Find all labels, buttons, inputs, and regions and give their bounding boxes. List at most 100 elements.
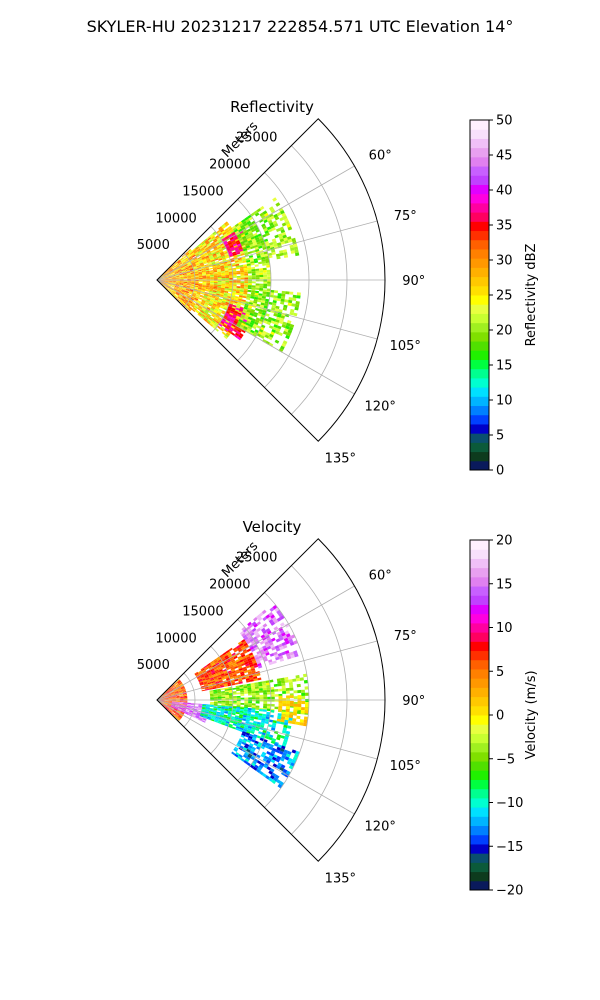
field-cell <box>220 655 225 660</box>
field-cell <box>170 272 175 275</box>
field-cell <box>243 326 248 330</box>
field-cell <box>252 697 256 700</box>
field-cell <box>225 282 230 284</box>
field-cell <box>280 229 286 234</box>
field-cell <box>169 288 173 291</box>
field-cell <box>204 311 208 315</box>
field-cell <box>216 656 221 660</box>
field-cell <box>167 693 171 695</box>
field-cell <box>235 711 240 715</box>
field-cell <box>183 694 187 696</box>
field-cell <box>301 707 305 711</box>
field-cell <box>229 665 234 669</box>
field-cell <box>234 716 239 720</box>
field-cell <box>234 665 239 669</box>
field-cell <box>160 701 165 703</box>
field-cell <box>247 669 252 673</box>
field-cell <box>223 233 228 237</box>
field-cell <box>276 256 281 260</box>
field-cell <box>262 730 267 734</box>
field-cell <box>251 281 256 284</box>
field-cell <box>233 697 237 700</box>
field-cell <box>221 273 226 276</box>
field-cell <box>250 320 255 324</box>
field-cell <box>266 692 271 695</box>
field-cell <box>187 282 192 283</box>
field-cell <box>242 714 247 718</box>
field-cell <box>259 270 264 273</box>
field-cell <box>201 290 206 292</box>
field-cell <box>258 665 263 669</box>
field-cell <box>219 314 224 318</box>
field-cell <box>259 688 263 691</box>
field-cell <box>257 744 262 748</box>
field-cell <box>255 229 260 233</box>
field-cell <box>170 692 175 695</box>
field-cell <box>255 239 261 243</box>
field-cell <box>168 277 172 279</box>
field-cell <box>176 280 180 281</box>
field-cell <box>296 683 301 688</box>
field-cell <box>167 704 172 706</box>
field-cell <box>253 662 258 666</box>
field-cell <box>183 696 188 698</box>
field-cell <box>232 708 237 711</box>
field-cell <box>236 305 241 309</box>
field-cell <box>216 304 221 308</box>
field-cell <box>225 696 230 699</box>
field-cell <box>202 297 207 301</box>
field-cell <box>164 695 168 698</box>
field-cell <box>281 222 287 227</box>
field-cell <box>239 248 244 252</box>
field-cell <box>284 756 290 761</box>
field-cell <box>215 242 220 246</box>
field-cell <box>280 677 285 681</box>
colorbar-segment <box>470 834 489 845</box>
field-cell <box>225 310 230 314</box>
field-cell <box>253 244 259 248</box>
field-cell <box>208 265 213 268</box>
field-cell <box>292 297 297 301</box>
field-cell <box>212 685 217 688</box>
field-cell <box>160 281 164 284</box>
colorbar-segment <box>470 595 489 605</box>
field-cell <box>217 288 221 291</box>
field-cell <box>249 234 254 238</box>
field-cell <box>232 673 237 677</box>
field-cell <box>180 711 185 714</box>
colorbar-tick-label: 0 <box>496 464 504 479</box>
field-cell <box>194 671 199 675</box>
field-cell <box>198 297 203 300</box>
field-cell <box>193 711 197 714</box>
field-cell <box>216 236 220 240</box>
field-cell <box>256 241 261 245</box>
field-cell <box>268 661 274 666</box>
field-cell <box>184 264 188 268</box>
field-cell <box>284 240 289 244</box>
field-cell <box>293 690 298 694</box>
field-cell <box>177 289 182 292</box>
field-cell <box>204 254 209 257</box>
field-cell <box>174 707 178 710</box>
colorbar-segment <box>470 715 489 725</box>
field-cell <box>264 253 269 257</box>
field-cell <box>274 774 280 780</box>
colorbar-segment <box>470 433 489 443</box>
field-cell <box>301 689 305 693</box>
field-cell <box>233 675 238 679</box>
colorbar-segment <box>470 853 489 863</box>
field-cell <box>213 269 218 272</box>
field-cell <box>185 290 190 292</box>
field-cell <box>199 672 203 676</box>
field-cell <box>297 706 302 711</box>
colorbar-segment <box>470 230 489 241</box>
field-cell <box>174 689 178 692</box>
field-cell <box>183 276 188 278</box>
field-cell <box>166 286 170 289</box>
colorbar-tick-label: 0 <box>496 709 504 724</box>
field-cell <box>183 703 188 705</box>
field-cell <box>263 283 268 287</box>
field-cell <box>216 237 221 241</box>
field-cell <box>163 703 168 706</box>
field-cell <box>179 284 184 286</box>
